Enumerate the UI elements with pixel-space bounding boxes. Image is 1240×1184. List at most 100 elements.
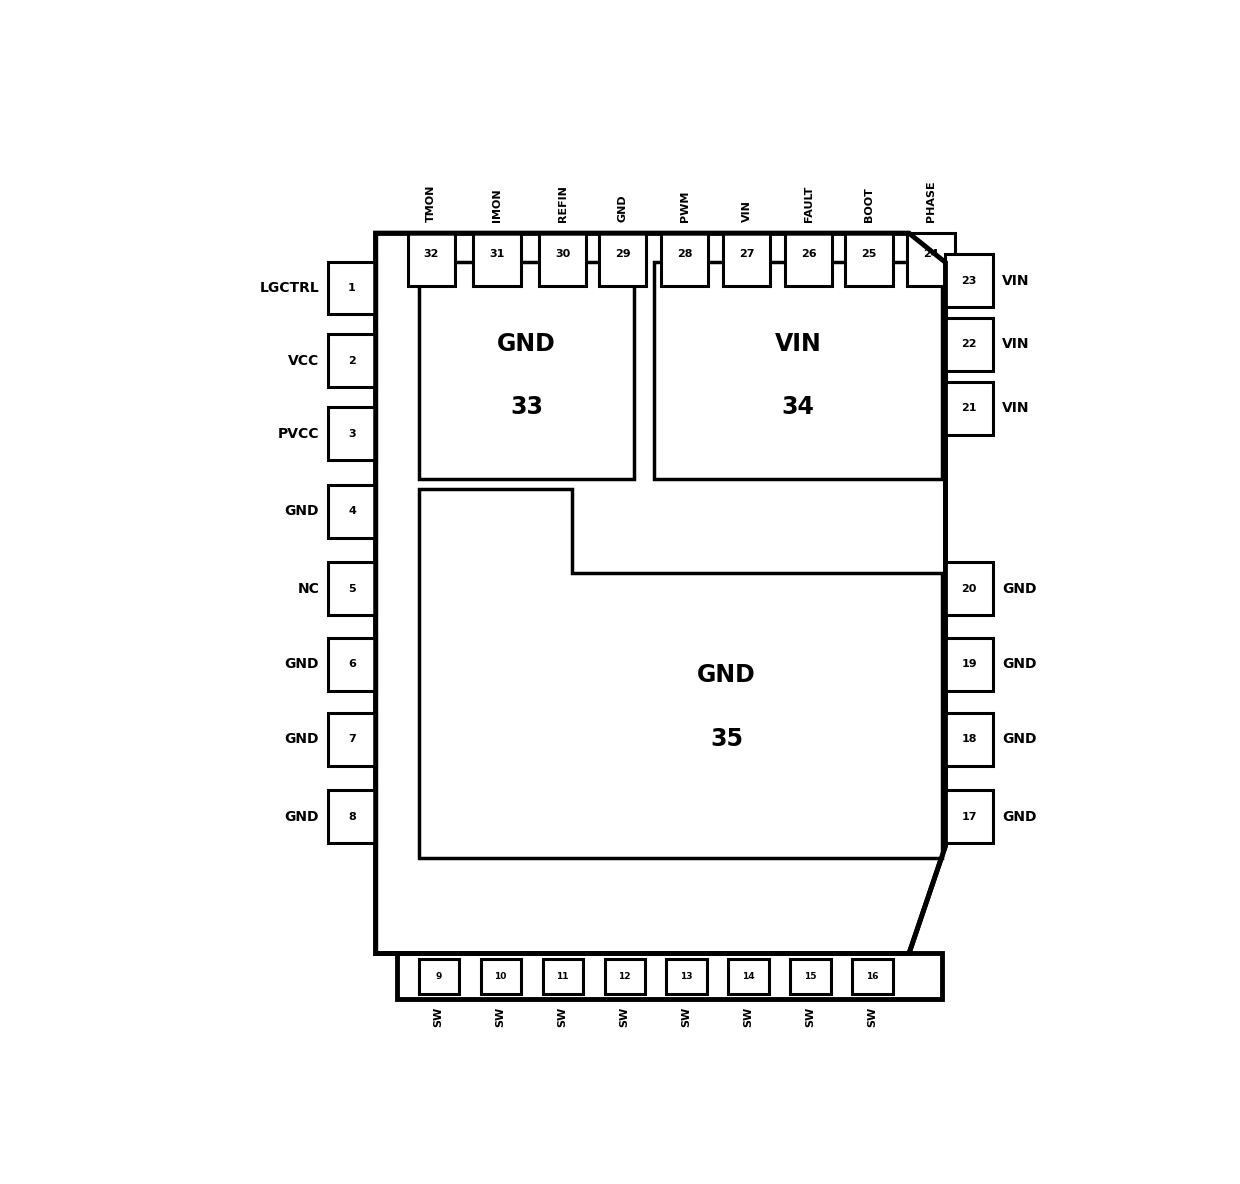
Bar <box>329 334 376 387</box>
Text: 24: 24 <box>923 250 939 259</box>
Text: VCC: VCC <box>288 354 319 368</box>
Text: 12: 12 <box>619 972 631 980</box>
Bar <box>474 233 521 287</box>
Text: NC: NC <box>298 581 319 596</box>
Bar <box>945 790 993 843</box>
Text: GND: GND <box>285 732 319 746</box>
Bar <box>661 233 708 287</box>
Text: 32: 32 <box>424 250 439 259</box>
Polygon shape <box>376 233 945 953</box>
Text: 6: 6 <box>348 659 356 669</box>
Text: 30: 30 <box>556 250 570 259</box>
Bar <box>539 233 587 287</box>
Bar <box>653 263 942 480</box>
Text: 3: 3 <box>348 429 356 439</box>
Text: GND: GND <box>497 332 556 355</box>
Bar <box>329 790 376 843</box>
Bar <box>945 318 993 371</box>
Text: LGCTRL: LGCTRL <box>259 281 319 295</box>
Text: GND: GND <box>285 810 319 824</box>
Bar <box>419 263 634 480</box>
Text: SW: SW <box>496 1006 506 1027</box>
Text: 11: 11 <box>557 972 569 980</box>
Text: GND: GND <box>1002 581 1037 596</box>
Text: 20: 20 <box>961 584 977 594</box>
Text: 34: 34 <box>781 395 815 419</box>
Bar <box>666 959 707 993</box>
Text: 23: 23 <box>961 276 977 285</box>
Text: BOOT: BOOT <box>864 187 874 223</box>
Text: 10: 10 <box>495 972 507 980</box>
Bar <box>945 255 993 307</box>
Text: VIN: VIN <box>1002 274 1029 288</box>
Text: 5: 5 <box>348 584 356 594</box>
Text: 8: 8 <box>348 812 356 822</box>
Bar <box>419 959 459 993</box>
Bar <box>945 713 993 766</box>
Text: 16: 16 <box>867 972 879 980</box>
Bar <box>329 262 376 315</box>
Text: GND: GND <box>1002 657 1037 671</box>
Text: GND: GND <box>285 504 319 519</box>
Text: 21: 21 <box>961 404 977 413</box>
Text: SW: SW <box>682 1006 692 1027</box>
Text: 9: 9 <box>435 972 441 980</box>
Text: 7: 7 <box>348 734 356 745</box>
Text: SW: SW <box>558 1006 568 1027</box>
Text: 29: 29 <box>615 250 631 259</box>
Text: SW: SW <box>868 1006 878 1027</box>
Bar <box>723 233 770 287</box>
Text: 2: 2 <box>348 356 356 366</box>
Bar <box>599 233 646 287</box>
Text: 14: 14 <box>743 972 755 980</box>
Polygon shape <box>419 489 942 857</box>
Text: GND: GND <box>618 194 627 223</box>
Bar <box>329 407 376 461</box>
Text: 15: 15 <box>805 972 817 980</box>
Text: SW: SW <box>434 1006 444 1027</box>
Text: 17: 17 <box>961 812 977 822</box>
Bar <box>945 562 993 616</box>
Bar <box>605 959 645 993</box>
Bar <box>728 959 769 993</box>
Text: PWM: PWM <box>680 191 689 223</box>
Text: IMON: IMON <box>492 188 502 223</box>
Bar <box>329 638 376 691</box>
Text: 28: 28 <box>677 250 692 259</box>
Text: VIN: VIN <box>1002 337 1029 352</box>
Bar <box>790 959 831 993</box>
Text: GND: GND <box>285 657 319 671</box>
Text: 18: 18 <box>961 734 977 745</box>
Text: 4: 4 <box>348 507 356 516</box>
Text: PVCC: PVCC <box>278 426 319 440</box>
Text: SW: SW <box>806 1006 816 1027</box>
Text: 13: 13 <box>681 972 693 980</box>
Text: PHASE: PHASE <box>926 181 936 223</box>
Text: GND: GND <box>697 663 756 688</box>
Text: SW: SW <box>744 1006 754 1027</box>
Text: VIN: VIN <box>775 332 821 355</box>
Bar <box>329 562 376 616</box>
Bar <box>945 638 993 691</box>
Text: REFIN: REFIN <box>558 186 568 223</box>
Text: GND: GND <box>1002 732 1037 746</box>
Bar <box>852 959 893 993</box>
Bar <box>329 485 376 538</box>
Bar <box>908 233 955 287</box>
Text: 33: 33 <box>510 395 543 419</box>
Text: FAULT: FAULT <box>804 186 813 223</box>
Text: 25: 25 <box>862 250 877 259</box>
Text: 27: 27 <box>739 250 754 259</box>
Text: VIN: VIN <box>742 200 751 223</box>
Text: 22: 22 <box>961 340 977 349</box>
Bar <box>481 959 521 993</box>
Text: 26: 26 <box>801 250 816 259</box>
Bar <box>945 382 993 435</box>
Bar <box>785 233 832 287</box>
Bar <box>408 233 455 287</box>
Text: 1: 1 <box>348 283 356 292</box>
Text: 19: 19 <box>961 659 977 669</box>
Bar <box>397 953 942 999</box>
Bar <box>846 233 893 287</box>
Text: GND: GND <box>1002 810 1037 824</box>
